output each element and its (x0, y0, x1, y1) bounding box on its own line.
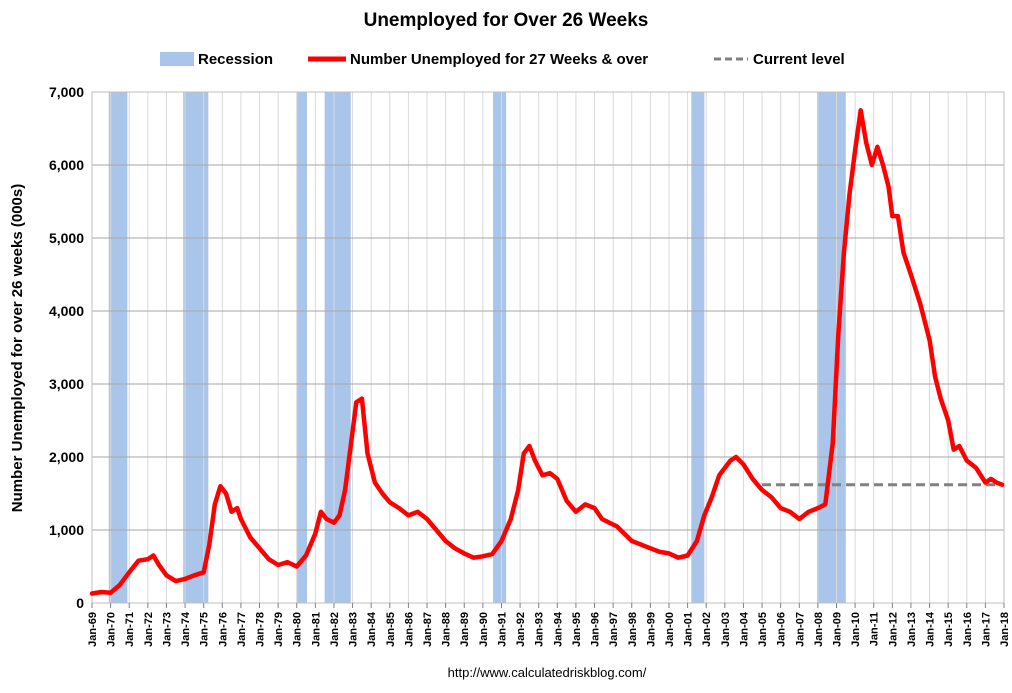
x-tick-label: Jan-11 (869, 612, 881, 646)
plot-frame (91, 91, 1005, 604)
x-tick-label: Jan-81 (310, 612, 322, 647)
y-tick-label: 4,000 (49, 303, 84, 319)
x-tick-label: Jan-89 (459, 612, 471, 647)
series-long-term-unemployed (89, 108, 1005, 596)
x-tick-label: Jan-77 (236, 612, 248, 647)
x-tick-label: Jan-74 (180, 611, 192, 647)
y-tick-label: 1,000 (49, 522, 84, 538)
legend-swatch-recession (160, 52, 194, 66)
x-tick-label: Jan-99 (645, 612, 657, 647)
x-tick-label: Jan-00 (664, 612, 676, 647)
x-tick-label: Jan-84 (366, 611, 378, 647)
x-tick-label: Jan-07 (794, 612, 806, 647)
x-tick-label: Jan-70 (106, 612, 118, 647)
x-tick-label: Jan-87 (422, 612, 434, 647)
x-tick-label: Jan-16 (962, 612, 974, 647)
recession-band-3 (296, 92, 307, 603)
x-tick-label: Jan-76 (217, 612, 229, 647)
x-tick-label: Jan-15 (943, 612, 955, 647)
recession-band-6 (691, 92, 705, 603)
x-tick-label: Jan-90 (478, 612, 490, 647)
x-tick-label: Jan-17 (980, 612, 992, 647)
y-axis-ticks: 0 1,000 2,000 3,000 4,000 5,000 6,000 7,000 (49, 84, 84, 611)
x-tick-label: Jan-95 (571, 612, 583, 647)
y-tick-label: 6,000 (49, 157, 84, 173)
recession-band-4 (324, 92, 351, 603)
x-tick-label: Jan-02 (701, 612, 713, 647)
x-tick-label: Jan-97 (608, 612, 620, 647)
x-axis-ticks: Jan-69 Jan-70 Jan-71 Jan-72 Jan-73 Jan-74 Jan-… (87, 603, 1011, 647)
source-url: http://www.calculatedriskblog.com/ (448, 665, 647, 680)
y-tick-label: 0 (76, 595, 84, 611)
x-tick-label: Jan-04 (738, 611, 750, 647)
x-tick-label: Jan-78 (255, 612, 267, 647)
x-tick-label: Jan-85 (385, 612, 397, 647)
y-tick-label: 3,000 (49, 376, 84, 392)
legend-label-series: Number Unemployed for 27 Weeks & over (350, 51, 648, 68)
x-tick-label: Jan-88 (441, 612, 453, 647)
y-tick-label: 7,000 (49, 84, 84, 100)
x-tick-label: Jan-03 (720, 612, 732, 647)
x-tick-label: Jan-08 (813, 612, 825, 647)
x-tick-label: Jan-06 (776, 612, 788, 647)
y-tick-label: 5,000 (49, 230, 84, 246)
recession-band-5 (493, 92, 507, 603)
x-tick-label: Jan-05 (757, 612, 769, 647)
x-tick-label: Jan-79 (273, 612, 285, 647)
recession-bands (108, 92, 846, 603)
x-tick-label: Jan-75 (199, 612, 211, 647)
x-tick-label: Jan-86 (403, 612, 415, 647)
x-tick-label: Jan-12 (887, 612, 899, 647)
x-tick-label: Jan-83 (348, 612, 360, 647)
x-tick-label: Jan-91 (496, 612, 508, 647)
x-tick-label: Jan-09 (831, 612, 843, 647)
x-tick-label: Jan-96 (590, 612, 602, 647)
x-tick-label: Jan-98 (627, 612, 639, 647)
x-tick-label: Jan-73 (161, 612, 173, 647)
x-tick-label: Jan-93 (534, 612, 546, 647)
chart-title: Unemployed for Over 26 Weeks (364, 10, 649, 31)
vertical-gridlines (91, 92, 1005, 603)
x-tick-label: Jan-10 (850, 612, 862, 647)
series-line (89, 108, 1005, 596)
x-tick-label: Jan-14 (925, 611, 937, 647)
x-tick-label: Jan-80 (292, 612, 304, 647)
legend-label-recession: Recession (198, 51, 273, 68)
y-tick-label: 2,000 (49, 449, 84, 465)
x-tick-label: Jan-92 (515, 612, 527, 647)
legend: Recession Number Unemployed for 27 Weeks… (160, 51, 845, 68)
x-tick-label: Jan-13 (906, 612, 918, 647)
x-tick-label: Jan-94 (552, 611, 564, 647)
recession-band-2 (183, 92, 209, 603)
x-tick-label: Jan-82 (329, 612, 341, 647)
x-tick-label: Jan-69 (87, 612, 99, 647)
x-tick-label: Jan-01 (683, 612, 695, 647)
x-tick-label: Jan-18 (999, 612, 1011, 647)
y-axis-label: Number Unemployed for over 26 weeks (000… (9, 184, 26, 512)
legend-label-current: Current level (753, 51, 845, 68)
recession-band-1 (108, 92, 128, 603)
horizontal-gridlines (92, 91, 1004, 604)
recession-band-7 (816, 92, 846, 603)
x-tick-label: Jan-71 (124, 612, 136, 647)
x-tick-label: Jan-72 (143, 612, 155, 647)
